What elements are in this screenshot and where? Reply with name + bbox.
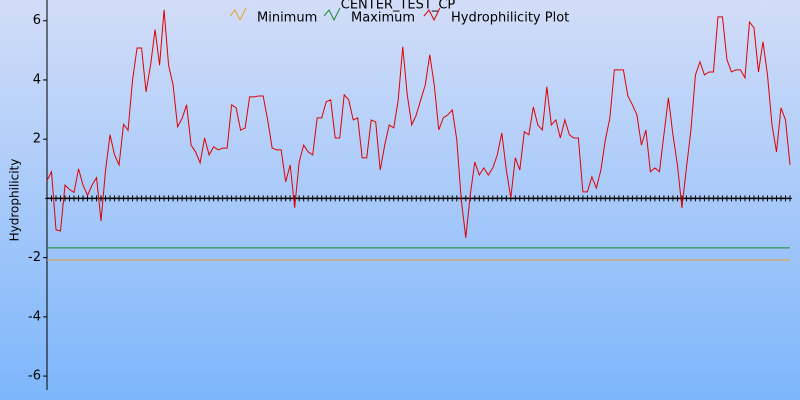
legend-icon [423, 7, 441, 22]
legend-label: Minimum [257, 11, 317, 26]
legend-label: Maximum [351, 11, 415, 26]
data-line [46, 9, 791, 238]
y-tick-label: 6 [33, 13, 41, 28]
y-tick-label: -6 [28, 369, 41, 384]
chart-title: CENTER_TEST_CP [341, 0, 456, 13]
y-tick-label: 2 [33, 132, 41, 147]
y-tick-label: 4 [33, 72, 41, 87]
legend-icon [229, 7, 247, 22]
y-tick-label: -4 [28, 309, 41, 324]
legend-icon [323, 7, 341, 22]
y-axis-label: Hydrophilicity [8, 159, 22, 242]
legend-label: Hydrophilicity Plot [451, 11, 569, 26]
y-tick-label: -2 [28, 250, 41, 265]
